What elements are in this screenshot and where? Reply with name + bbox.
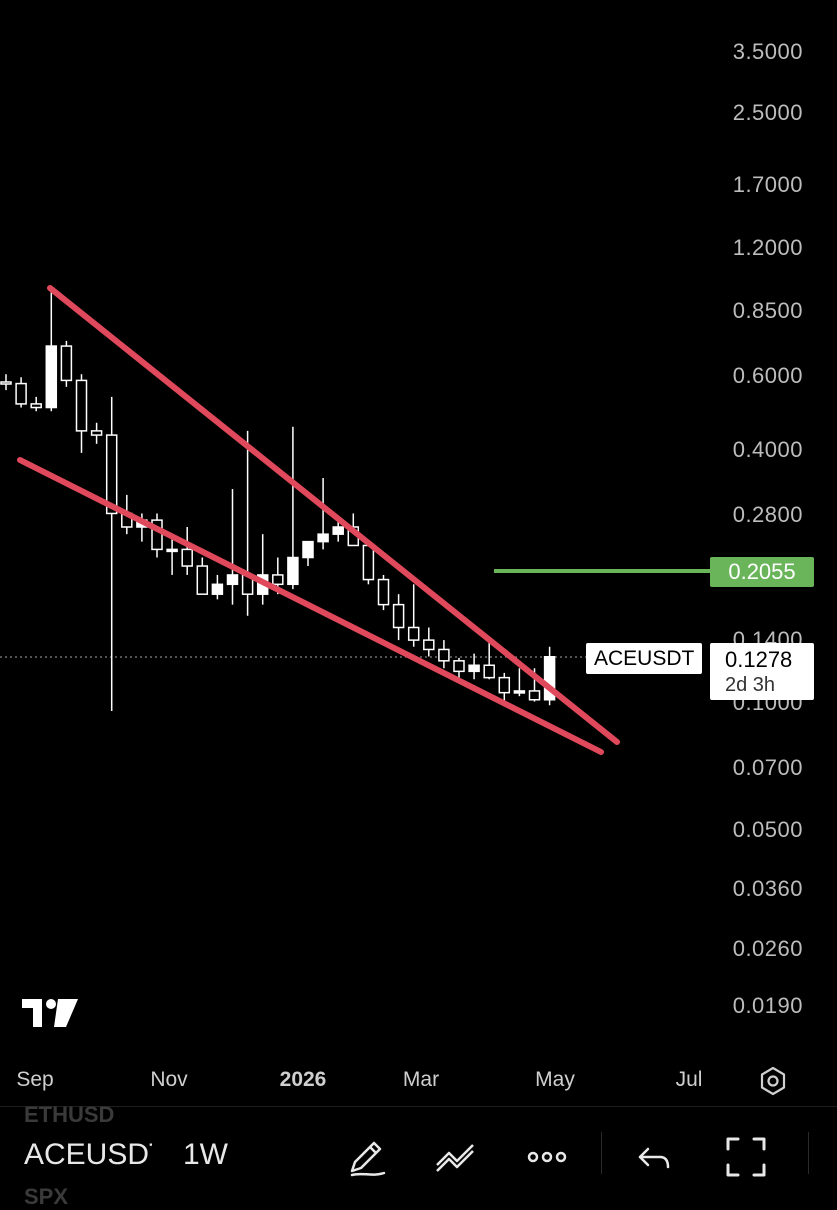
toolbar-divider-right bbox=[808, 1132, 809, 1174]
symbol-price-label: ACEUSDT bbox=[586, 643, 703, 674]
price-tick-label: 2.5000 bbox=[732, 100, 803, 125]
candle-body bbox=[166, 548, 178, 553]
faded-symbol-above: ETHUSD bbox=[24, 1102, 115, 1127]
price-tick-label: 0.6000 bbox=[732, 363, 803, 388]
price-tick-label: 3.5000 bbox=[732, 39, 803, 64]
candle-body bbox=[423, 639, 435, 651]
interval-selector[interactable]: 1W bbox=[183, 1138, 228, 1171]
last-price-value: 0.1278 bbox=[725, 647, 793, 672]
candle-body bbox=[15, 382, 27, 405]
bar-countdown: 2d 3h bbox=[725, 674, 776, 696]
time-tick-label: May bbox=[535, 1068, 575, 1091]
candle-body bbox=[196, 565, 209, 595]
time-tick-label: Nov bbox=[150, 1068, 188, 1091]
faded-symbol-below: SPX bbox=[24, 1184, 69, 1209]
time-tick-label: Jul bbox=[675, 1068, 703, 1091]
candle-body bbox=[105, 434, 118, 515]
candle-body bbox=[332, 526, 344, 535]
last-price-badge: 0.1278 2d 3h bbox=[710, 643, 814, 700]
price-tick-label: 0.0260 bbox=[732, 936, 803, 961]
candle-body bbox=[90, 430, 103, 436]
candle-body bbox=[392, 603, 405, 629]
candle-body bbox=[528, 690, 541, 701]
price-tick-label: 0.0700 bbox=[732, 755, 803, 780]
candle-body bbox=[483, 664, 495, 679]
more-icon[interactable] bbox=[525, 1135, 569, 1179]
wedge-upper-line bbox=[47, 285, 620, 745]
candle-body bbox=[407, 626, 420, 641]
candle-body bbox=[377, 578, 390, 606]
chart-area[interactable]: 3.5000 2.5000 1.7000 1.2000 0.8500 0.6000 0.40… bbox=[0, 0, 837, 1105]
settings-icon[interactable] bbox=[757, 1065, 789, 1097]
symbol-selector[interactable]: ACEUSDT bbox=[24, 1138, 152, 1171]
undo-icon[interactable] bbox=[634, 1135, 678, 1179]
candle-body bbox=[60, 345, 73, 382]
trendline-icon[interactable] bbox=[433, 1135, 477, 1179]
candle-body bbox=[302, 540, 314, 559]
price-tick-label: 0.4000 bbox=[732, 437, 803, 462]
price-tick-label: 0.0500 bbox=[732, 817, 803, 842]
time-tick-label: Mar bbox=[402, 1068, 440, 1091]
toolbar-divider bbox=[601, 1132, 602, 1174]
target-price-badge: 0.2055 bbox=[710, 557, 814, 587]
candle-body bbox=[438, 648, 450, 662]
candle-body bbox=[272, 574, 284, 586]
price-tick-label: 0.0190 bbox=[732, 993, 803, 1018]
candle-body bbox=[0, 381, 12, 385]
candlestick-chart[interactable] bbox=[0, 0, 837, 1105]
candle-body bbox=[30, 403, 42, 409]
price-tick-label: 1.7000 bbox=[732, 172, 803, 197]
tradingview-logo bbox=[22, 999, 78, 1027]
candle-body bbox=[468, 664, 480, 673]
bottom-toolbar bbox=[0, 1106, 837, 1201]
time-tick-label: 2026 bbox=[279, 1068, 327, 1091]
price-tick-label: 0.8500 bbox=[732, 298, 803, 323]
wedge-lower-line bbox=[17, 457, 604, 755]
candle-body bbox=[287, 556, 299, 586]
price-tick-label: 0.2800 bbox=[732, 502, 803, 527]
candle-body bbox=[317, 533, 329, 543]
candle-body bbox=[543, 656, 556, 701]
price-tick-label: 1.2000 bbox=[732, 235, 803, 260]
pencil-icon[interactable] bbox=[344, 1135, 388, 1179]
fullscreen-icon[interactable] bbox=[724, 1135, 768, 1179]
candle-body bbox=[181, 548, 193, 567]
candle-body bbox=[498, 676, 511, 694]
candle-body bbox=[75, 379, 88, 432]
candle-body bbox=[362, 544, 375, 581]
time-tick-label: Sep bbox=[16, 1068, 54, 1091]
candle-body bbox=[151, 519, 163, 551]
candle-body bbox=[211, 583, 224, 595]
candles bbox=[0, 288, 556, 711]
price-tick-label: 0.0360 bbox=[732, 876, 803, 901]
candle-body bbox=[453, 660, 465, 673]
candle-body bbox=[45, 345, 58, 409]
candle-body bbox=[513, 690, 526, 694]
candle-body bbox=[226, 574, 239, 586]
